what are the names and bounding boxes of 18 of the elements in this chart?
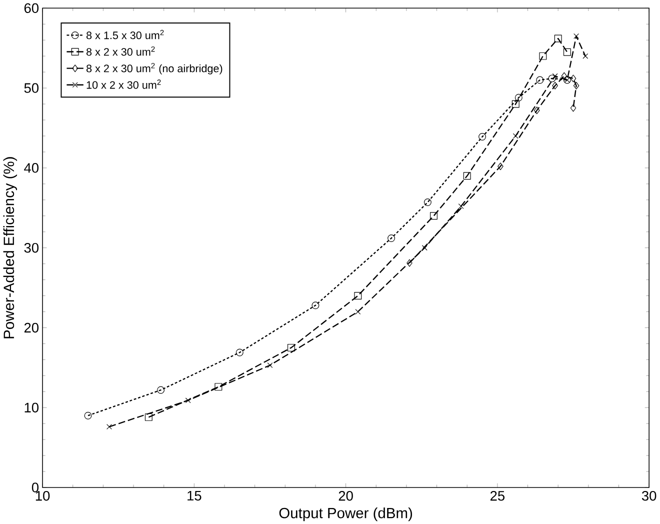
x-tick-label: 20 [338, 490, 353, 500]
y-tick-label: 20 [24, 322, 39, 332]
y-tick-label: 0 [32, 482, 39, 492]
x-tick-label: 15 [188, 490, 202, 500]
legend-label: 8 x 2 x 30 um$^{2}$ [86, 46, 155, 56]
x-tick-label: 30 [642, 490, 656, 500]
y-tick-label: 60 [24, 3, 39, 13]
legend-label: 10 x 2 x 30 um$^{2}$ [86, 79, 161, 89]
y-tick-label: 50 [24, 82, 39, 93]
x-tick-label: 10 [36, 490, 50, 500]
legend-label: 8 x 2 x 30 um$^{2}$ (no airbridge) [86, 62, 222, 74]
y-tick-label: 10 [24, 402, 39, 412]
x-axis-title: Output Power (dBm) [279, 507, 412, 521]
x-tick-label: 25 [490, 490, 505, 500]
y-tick-label: 40 [24, 162, 39, 173]
legend-label: 8 x 1.5 x 30 um$^{2}$ [86, 30, 164, 39]
y-axis-title: Power-Added Efficiency (%) [3, 156, 18, 338]
y-tick-label: 30 [24, 242, 39, 252]
